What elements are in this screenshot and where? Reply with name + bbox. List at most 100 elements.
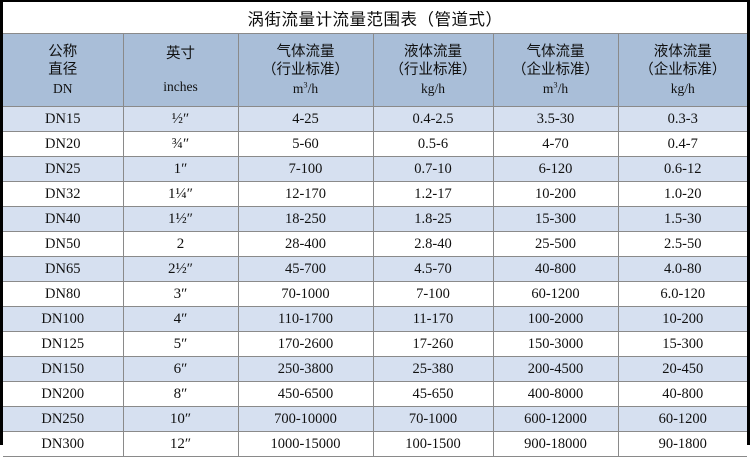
cell-nominal-diameter: DN20 <box>3 131 124 157</box>
cell-liquid-flow-enterprise: 0.3-3 <box>617 106 747 132</box>
column-header-gas-flow-enterprise: 气体流量 （企业标准） m3/h <box>492 33 619 107</box>
table-title-band: 涡街流量计流量范围表（管道式） <box>3 2 747 33</box>
cell-gas-flow-enterprise: 6-120 <box>492 156 619 182</box>
cell-nominal-diameter: DN200 <box>3 381 124 407</box>
page-title: 涡街流量计流量范围表（管道式） <box>247 9 503 29</box>
header-line-1: 液体流量 <box>653 43 712 60</box>
header-unit: kg/h <box>420 80 445 96</box>
cell-liquid-flow-industry: 100-1500 <box>372 431 494 457</box>
cell-liquid-flow-industry: 4.5-70 <box>372 256 494 282</box>
cell-liquid-flow-enterprise: 10-200 <box>617 306 747 332</box>
cell-gas-flow-industry: 170-2600 <box>237 331 374 357</box>
cell-liquid-flow-enterprise: 2.5-50 <box>617 231 747 257</box>
cell-gas-flow-enterprise: 4-70 <box>492 131 619 157</box>
header-line-1: 气体流量 <box>276 43 335 60</box>
cell-liquid-flow-enterprise: 4.0-80 <box>617 256 747 282</box>
header-line-1: 英寸 <box>166 46 195 63</box>
header-unit: m3/h <box>542 80 569 96</box>
column-header-gas-flow-industry: 气体流量 （行业标准） m3/h <box>237 33 374 107</box>
cell-liquid-flow-enterprise: 20-450 <box>617 356 747 382</box>
header-line-1: 液体流量 <box>404 43 462 60</box>
cell-inches: ½″ <box>122 106 239 132</box>
cell-nominal-diameter: DN80 <box>3 281 124 307</box>
column-header-liquid-flow-enterprise: 液体流量 （企业标准） kg/h <box>617 33 747 107</box>
header-line-2: （企业标准） <box>639 62 727 79</box>
flow-range-table: 公称 直径 DN 英寸 inches 气体流量 （行业标准） m3/h 液体流量… <box>3 33 747 457</box>
cell-nominal-diameter: DN300 <box>3 431 124 457</box>
cell-inches: 12″ <box>122 431 239 457</box>
superscript-3: 3 <box>553 80 558 90</box>
cell-inches: 3″ <box>122 281 239 307</box>
table-row: DN80 3″ 70-1000 7-100 60-1200 6.0-120 <box>3 281 747 307</box>
cell-liquid-flow-industry: 1.8-25 <box>372 206 494 232</box>
cell-gas-flow-enterprise: 150-3000 <box>492 331 619 357</box>
cell-nominal-diameter: DN125 <box>3 331 124 357</box>
cell-gas-flow-enterprise: 100-2000 <box>492 306 619 332</box>
cell-inches: 2½″ <box>122 256 239 282</box>
cell-gas-flow-industry: 4-25 <box>237 106 374 132</box>
cell-gas-flow-industry: 45-700 <box>237 256 374 282</box>
cell-liquid-flow-enterprise: 0.4-7 <box>617 131 747 157</box>
table-row: DN25 1″ 7-100 0.7-10 6-120 0.6-12 <box>3 156 747 182</box>
cell-liquid-flow-industry: 11-170 <box>372 306 494 332</box>
cell-liquid-flow-industry: 2.8-40 <box>372 231 494 257</box>
cell-gas-flow-industry: 28-400 <box>237 231 374 257</box>
column-header-nominal-diameter: 公称 直径 DN <box>3 33 124 107</box>
cell-liquid-flow-industry: 0.4-2.5 <box>372 106 494 132</box>
cell-gas-flow-industry: 5-60 <box>237 131 374 157</box>
cell-inches: ¾″ <box>122 131 239 157</box>
table-header: 公称 直径 DN 英寸 inches 气体流量 （行业标准） m3/h 液体流量… <box>3 33 747 107</box>
column-header-liquid-flow-industry: 液体流量 （行业标准） kg/h <box>372 33 494 107</box>
cell-liquid-flow-industry: 45-650 <box>372 381 494 407</box>
cell-nominal-diameter: DN40 <box>3 206 124 232</box>
table-row: DN65 2½″ 45-700 4.5-70 40-800 4.0-80 <box>3 256 747 282</box>
table-row: DN250 10″ 700-10000 70-1000 600-12000 60-1200 <box>3 406 747 432</box>
cell-inches: 1½″ <box>122 206 239 232</box>
cell-gas-flow-enterprise: 600-12000 <box>492 406 619 432</box>
cell-inches: 6″ <box>122 356 239 382</box>
header-line-2: 直径 <box>48 62 78 79</box>
cell-inches: 8″ <box>122 381 239 407</box>
cell-gas-flow-industry: 18-250 <box>237 206 374 232</box>
cell-inches: 1″ <box>122 156 239 182</box>
header-row: 公称 直径 DN 英寸 inches 气体流量 （行业标准） m3/h 液体流量… <box>3 33 747 107</box>
cell-liquid-flow-enterprise: 1.0-20 <box>617 181 747 207</box>
cell-liquid-flow-industry: 0.5-6 <box>372 131 494 157</box>
cell-gas-flow-industry: 12-170 <box>237 181 374 207</box>
cell-liquid-flow-enterprise: 1.5-30 <box>617 206 747 232</box>
table-row: DN150 6″ 250-3800 25-380 200-4500 20-450 <box>3 356 747 382</box>
cell-nominal-diameter: DN65 <box>3 256 124 282</box>
cell-gas-flow-industry: 700-10000 <box>237 406 374 432</box>
table-row: DN15 ½″ 4-25 0.4-2.5 3.5-30 0.3-3 <box>3 106 747 132</box>
table-row: DN300 12″ 1000-15000 100-1500 900-18000 90-18… <box>3 431 747 457</box>
cell-gas-flow-industry: 7-100 <box>237 156 374 182</box>
cell-gas-flow-enterprise: 25-500 <box>492 231 619 257</box>
cell-nominal-diameter: DN150 <box>3 356 124 382</box>
header-unit: kg/h <box>670 80 695 96</box>
cell-liquid-flow-industry: 7-100 <box>372 281 494 307</box>
header-line-2: inches <box>163 78 198 94</box>
cell-nominal-diameter: DN15 <box>3 106 124 132</box>
cell-inches: 10″ <box>122 406 239 432</box>
cell-liquid-flow-enterprise: 90-1800 <box>617 431 747 457</box>
cell-gas-flow-enterprise: 200-4500 <box>492 356 619 382</box>
cell-nominal-diameter: DN25 <box>3 156 124 182</box>
cell-gas-flow-enterprise: 3.5-30 <box>492 106 619 132</box>
cell-liquid-flow-enterprise: 0.6-12 <box>617 156 747 182</box>
cell-nominal-diameter: DN32 <box>3 181 124 207</box>
cell-gas-flow-enterprise: 400-8000 <box>492 381 619 407</box>
cell-gas-flow-industry: 450-6500 <box>237 381 374 407</box>
header-line-2: （行业标准） <box>262 62 349 79</box>
header-line-3: DN <box>53 80 73 96</box>
table-row: DN32 1¼″ 12-170 1.2-17 10-200 1.0-20 <box>3 181 747 207</box>
cell-gas-flow-industry: 110-1700 <box>237 306 374 332</box>
table-row: DN200 8″ 450-6500 45-650 400-8000 40-800 <box>3 381 747 407</box>
table-row: DN125 5″ 170-2600 17-260 150-3000 15-300 <box>3 331 747 357</box>
cell-gas-flow-industry: 1000-15000 <box>237 431 374 457</box>
cell-liquid-flow-enterprise: 6.0-120 <box>617 281 747 307</box>
cell-gas-flow-enterprise: 900-18000 <box>492 431 619 457</box>
table-row: DN50 2 28-400 2.8-40 25-500 2.5-50 <box>3 231 747 257</box>
cell-nominal-diameter: DN100 <box>3 306 124 332</box>
column-header-inches: 英寸 inches <box>122 33 239 107</box>
header-line-2: （企业标准） <box>512 62 599 79</box>
